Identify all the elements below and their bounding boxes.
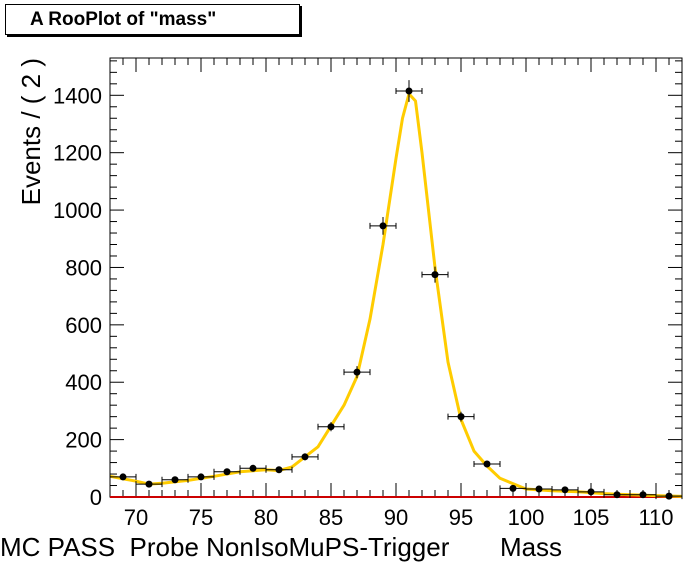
data-point (187, 473, 215, 481)
data-marker (119, 473, 127, 481)
y-tick-label: 1400 (53, 83, 102, 108)
plot-frame (109, 57, 683, 498)
series-layer (109, 80, 683, 500)
data-point (473, 460, 501, 468)
data-point (577, 488, 605, 496)
data-marker (301, 453, 309, 461)
x-tick-label: 70 (124, 505, 148, 530)
data-point (343, 366, 371, 379)
data-point (265, 466, 293, 474)
data-point (213, 468, 241, 476)
data-marker (535, 485, 543, 493)
data-marker (145, 480, 153, 488)
data-point (161, 476, 189, 484)
data-marker (457, 413, 465, 421)
y-axis-title: Events / ( 2 ) (16, 58, 46, 205)
y-tick-label: 1000 (53, 198, 102, 223)
fit-curve (109, 92, 683, 498)
x-tick-label: 85 (319, 505, 343, 530)
data-marker (405, 87, 413, 95)
data-point (447, 411, 475, 422)
x-tick-label: 95 (449, 505, 473, 530)
data-marker (197, 473, 205, 481)
data-marker (665, 492, 673, 500)
x-tick-label: 90 (384, 505, 408, 530)
data-point (395, 80, 423, 102)
data-point (499, 484, 527, 492)
data-point (369, 216, 397, 235)
y-tick-label: 600 (65, 313, 102, 338)
data-marker (587, 488, 595, 496)
data-marker (223, 468, 231, 476)
data-point (317, 422, 345, 432)
x-tick-label: 100 (508, 505, 545, 530)
data-marker (509, 484, 517, 492)
y-tick-label: 0 (90, 485, 102, 510)
tick-labels: 70 75 80 85 90 95 100 105 110 0 200 400 600 800 1000 12… (53, 83, 673, 530)
data-point (655, 492, 683, 500)
data-marker (353, 368, 361, 376)
chart-title: A RooPlot of "mass" (5, 4, 300, 35)
data-marker (249, 464, 257, 472)
data-marker (379, 222, 387, 230)
x-axis-title: MC PASS Probe NonIsoMuPS-Trigger Mass (0, 532, 562, 562)
plot-frame-border (109, 57, 683, 498)
data-marker (483, 460, 491, 468)
data-point (421, 266, 449, 283)
data-marker (275, 466, 283, 474)
data-point (239, 464, 267, 472)
data-marker (431, 271, 439, 279)
x-tick-label: 105 (573, 505, 610, 530)
axis-ticks (109, 58, 683, 498)
data-point (109, 473, 137, 481)
data-point (525, 485, 553, 493)
y-tick-label: 400 (65, 370, 102, 395)
data-marker (561, 486, 569, 494)
x-tick-label: 80 (254, 505, 278, 530)
y-tick-label: 800 (65, 255, 102, 280)
y-tick-label: 200 (65, 428, 102, 453)
data-point (291, 453, 319, 461)
data-marker (639, 491, 647, 499)
x-tick-label: 75 (189, 505, 213, 530)
data-marker (327, 423, 335, 431)
y-tick-label: 1200 (53, 141, 102, 166)
data-point (135, 480, 163, 488)
data-marker (613, 491, 621, 499)
x-tick-label: 110 (638, 505, 673, 530)
data-marker (171, 476, 179, 484)
